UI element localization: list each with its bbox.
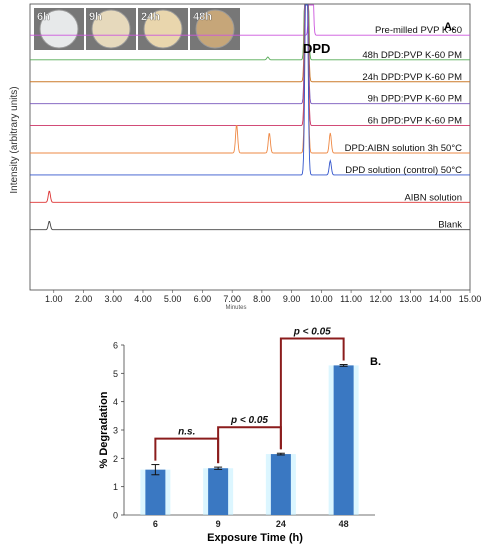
bracket xyxy=(154,437,220,464)
bar-chart-panel: 0 1 2 3 4 5 6 n.s. p < 0.05 p < 0.05 6 9 24 48 B. E… xyxy=(98,327,381,544)
trace-label: 9h DPD:PVP K-60 PM xyxy=(368,94,462,105)
y-axis-title: % Degradation xyxy=(98,391,110,468)
photo-dish xyxy=(143,9,183,49)
x-tick-label: 6 xyxy=(153,519,158,529)
x-axis: 1.00 2.00 3.00 4.00 5.00 6.00 7.00 8.00 9.00 10.0… xyxy=(45,290,481,304)
x-tick-label: 1.00 xyxy=(45,294,63,304)
chromatogram-traces xyxy=(30,4,470,231)
trace-label: DPD solution (control) 50°C xyxy=(345,165,462,176)
photo-label: 6h xyxy=(37,11,50,23)
trace-label: Pre-milled PVP K-60 xyxy=(375,25,462,36)
x-tick-label: 8.00 xyxy=(253,294,271,304)
trace-line xyxy=(30,221,470,231)
significance-label: n.s. xyxy=(178,427,195,438)
trace-line xyxy=(30,4,470,154)
x-tick-label: 6.00 xyxy=(194,294,212,304)
bar xyxy=(208,468,229,515)
x-tick-label: 48 xyxy=(339,519,349,529)
panel-label-b: B. xyxy=(370,356,381,368)
trace-label: AIBN solution xyxy=(404,192,462,203)
x-tick-label: 7.00 xyxy=(223,294,241,304)
x-tick-label: 5.00 xyxy=(164,294,182,304)
photo-label: 48h xyxy=(193,11,212,23)
trace-line xyxy=(30,4,470,83)
bar xyxy=(145,469,166,515)
x-tick-label: 13.00 xyxy=(399,294,422,304)
x-axis-title: Exposure Time (h) xyxy=(207,532,303,544)
x-tick-label: 9.00 xyxy=(283,294,301,304)
trace-line xyxy=(30,4,470,176)
trace-line xyxy=(30,4,470,105)
x-axis: 6 9 24 48 xyxy=(153,519,349,529)
photo-dish xyxy=(91,9,131,49)
photo-label: 24h xyxy=(141,11,160,23)
chromatogram-panel: 6h 9h 24h 48h Pre-milled PVP K-60 48h DPD:PV… xyxy=(9,3,481,311)
y-tick-label: 1 xyxy=(113,482,118,492)
y-tick-label: 4 xyxy=(113,397,118,407)
x-tick-label: 10.00 xyxy=(310,294,333,304)
photo-dish xyxy=(195,9,235,49)
significance-brackets: n.s. p < 0.05 p < 0.05 xyxy=(154,327,345,464)
x-tick-label: 14.00 xyxy=(429,294,452,304)
y-tick-label: 2 xyxy=(113,454,118,464)
y-tick-label: 6 xyxy=(113,341,118,351)
y-axis-title: Intensity (arbitrary units) xyxy=(9,86,20,193)
x-tick-label: 15.00 xyxy=(459,294,482,304)
inset-photos: 6h 9h 24h 48h xyxy=(34,8,240,50)
y-tick-label: 0 xyxy=(113,511,118,521)
bar xyxy=(270,454,291,515)
x-tick-label: 4.00 xyxy=(134,294,152,304)
x-tick-label: 2.00 xyxy=(75,294,93,304)
y-tick-label: 5 xyxy=(113,369,118,379)
trace-line xyxy=(30,4,470,127)
x-tick-label: 3.00 xyxy=(104,294,122,304)
peak-label: DPD xyxy=(303,41,330,56)
trace-line xyxy=(30,4,470,36)
trace-label: 48h DPD:PVP K-60 PM xyxy=(362,50,462,61)
trace-label: Blank xyxy=(438,220,462,231)
bars xyxy=(140,364,359,515)
trace-line xyxy=(30,190,470,203)
x-tick-label: 11.00 xyxy=(340,294,362,304)
y-tick-label: 3 xyxy=(113,426,118,436)
significance-label: p < 0.05 xyxy=(230,415,268,426)
plot-frame xyxy=(29,3,471,291)
trace-label: DPD:AIBN solution 3h 50°C xyxy=(345,143,462,154)
x-tick-label: 12.00 xyxy=(370,294,393,304)
bracket xyxy=(279,337,345,450)
photo-label: 9h xyxy=(89,11,102,23)
x-tick-label: 24 xyxy=(276,519,286,529)
x-tick-label: 9 xyxy=(216,519,221,529)
significance-label: p < 0.05 xyxy=(293,327,331,338)
trace-labels: Pre-milled PVP K-60 48h DPD:PVP K-60 PM 24… xyxy=(345,25,463,231)
panel-label-a: A. xyxy=(444,21,455,33)
photo-dish xyxy=(39,9,79,49)
trace-line xyxy=(30,4,470,61)
trace-label: 6h DPD:PVP K-60 PM xyxy=(368,116,462,127)
bar xyxy=(333,365,354,515)
x-axis-title: Minutes xyxy=(225,305,246,311)
trace-label: 24h DPD:PVP K-60 PM xyxy=(362,72,462,83)
